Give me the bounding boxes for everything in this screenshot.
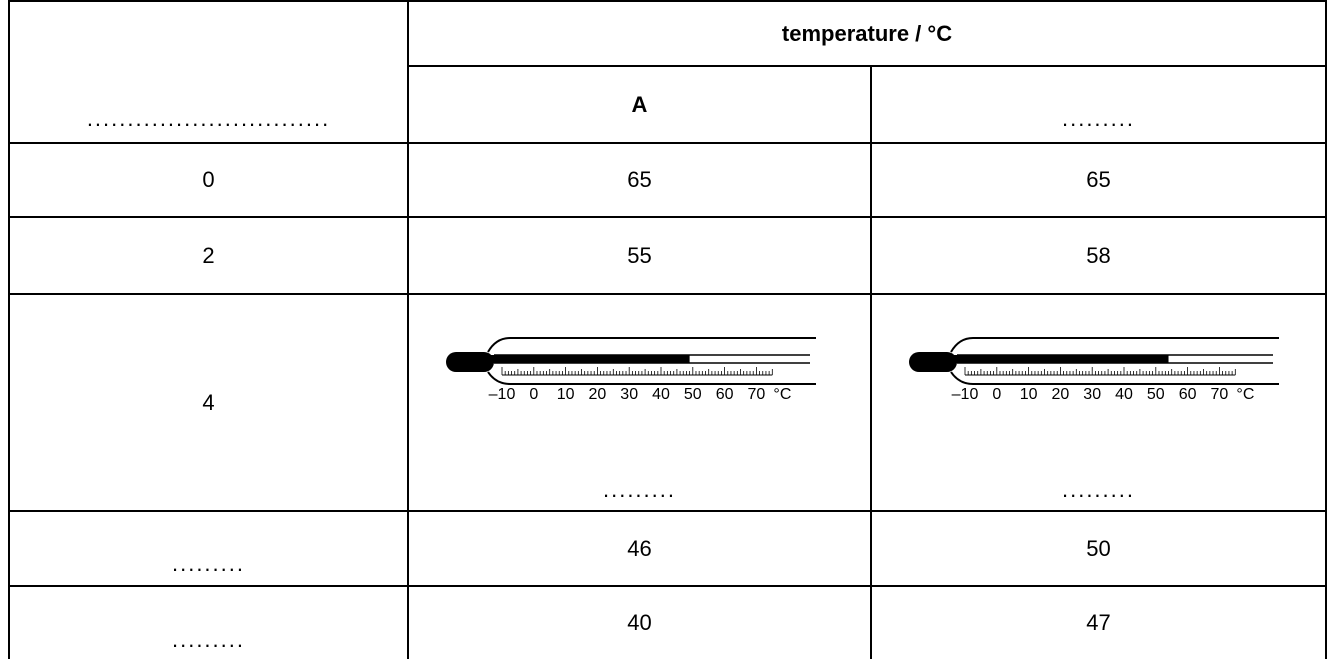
row-label-blank: ......... xyxy=(171,626,245,652)
scale-label: 10 xyxy=(557,386,575,403)
cell-a: 55 xyxy=(627,242,652,268)
row-divider-4 xyxy=(8,585,1327,587)
row-label: 0 xyxy=(202,167,215,192)
cell-a: 40 xyxy=(627,610,652,635)
scale-label: –10 xyxy=(952,386,979,403)
scale-label: 70 xyxy=(1211,386,1229,403)
row-label: 4 xyxy=(202,389,215,415)
cell-b: 58 xyxy=(1086,242,1111,268)
header-group-divider xyxy=(407,65,1327,67)
cell-b: 47 xyxy=(1086,610,1111,635)
answer-blank-a: ......... xyxy=(602,477,676,502)
header-group-label: temperature / °C xyxy=(781,20,953,46)
cell-a: 46 xyxy=(627,535,652,561)
thermometer-b: –10 0 10 20 30 40 50 60 70 °C xyxy=(909,337,1279,403)
cell-b: 65 xyxy=(1086,167,1111,192)
table-divider-col1 xyxy=(407,0,409,659)
thermometer-tube-bottom xyxy=(487,371,816,385)
column-header-a: A xyxy=(631,91,648,117)
row-divider-3 xyxy=(8,510,1327,512)
header-divider xyxy=(8,142,1327,144)
scale-label: 20 xyxy=(1052,386,1070,403)
thermometer-tube-top xyxy=(487,337,816,353)
scale-unit: °C xyxy=(1236,386,1254,403)
mercury-column xyxy=(953,355,1169,363)
table-divider-col2 xyxy=(870,65,872,659)
scale-label: 70 xyxy=(748,386,766,403)
thermometer-a: –10 0 10 20 30 40 50 60 70 °C xyxy=(446,337,816,403)
scale-unit: °C xyxy=(773,386,791,403)
thermometer-tube-top xyxy=(950,337,1279,353)
scale-label: –10 xyxy=(489,386,516,403)
answer-blank-b: ......... xyxy=(1061,477,1135,502)
scale-label: 20 xyxy=(589,386,607,403)
scale-label: 50 xyxy=(1147,386,1165,403)
row-divider-2 xyxy=(8,293,1327,295)
scale-label: 60 xyxy=(716,386,734,403)
row-label-blank: ......... xyxy=(171,550,245,576)
scale-label: 0 xyxy=(992,386,1001,403)
row-divider-1 xyxy=(8,216,1327,218)
table-border-left xyxy=(8,0,10,659)
row-label: 2 xyxy=(202,242,215,268)
cell-a: 65 xyxy=(627,167,652,192)
table-border-right xyxy=(1325,0,1327,659)
mercury-column xyxy=(490,355,690,363)
scale-label: 30 xyxy=(1083,386,1101,403)
thermometer-bulb xyxy=(446,352,494,372)
scale-label: 50 xyxy=(684,386,702,403)
scale-label: 0 xyxy=(529,386,538,403)
thermometer-bulb xyxy=(909,352,957,372)
scale-label: 60 xyxy=(1179,386,1197,403)
scale-label: 40 xyxy=(1115,386,1133,403)
scale-label: 10 xyxy=(1020,386,1038,403)
column-header-b: ......... xyxy=(1061,105,1135,131)
scale-label: 40 xyxy=(652,386,670,403)
cell-b: 50 xyxy=(1086,535,1111,561)
row-label-header: .............................. xyxy=(86,105,331,131)
table-border-top xyxy=(8,0,1327,2)
thermometer-tube-bottom xyxy=(950,371,1279,385)
scale-label: 30 xyxy=(620,386,638,403)
